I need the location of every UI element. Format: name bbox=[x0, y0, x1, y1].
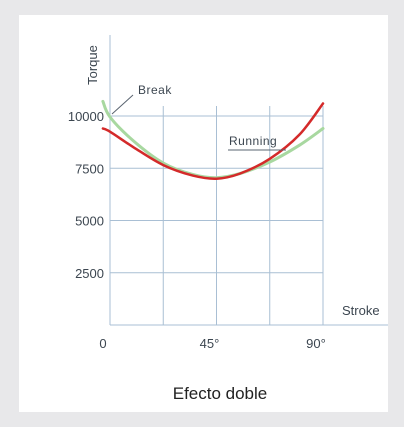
x-axis-label: Stroke bbox=[342, 303, 380, 318]
series-running-line bbox=[101, 102, 325, 180]
tick-labels: 2500 5000 7500 10000 0 45° 90° bbox=[68, 109, 326, 351]
grid-lines bbox=[110, 106, 324, 325]
y-axis-label: Torque bbox=[85, 45, 100, 85]
running-annotation: Running bbox=[229, 134, 277, 148]
axes bbox=[109, 35, 388, 326]
chart-panel bbox=[19, 15, 388, 412]
x-tick-label: 0 bbox=[99, 336, 106, 351]
y-tick-label: 10000 bbox=[68, 109, 104, 124]
x-tick-label: 45° bbox=[200, 336, 220, 351]
chart-caption: Efecto doble bbox=[173, 384, 268, 403]
break-annotation: Break bbox=[138, 83, 172, 97]
y-tick-label: 7500 bbox=[75, 161, 104, 176]
y-tick-label: 5000 bbox=[75, 214, 104, 229]
series-break-line bbox=[101, 99, 325, 180]
y-tick-label: 2500 bbox=[75, 266, 104, 281]
series-lines bbox=[101, 99, 325, 180]
break-leader-line bbox=[111, 94, 134, 115]
x-tick-label: 90° bbox=[306, 336, 326, 351]
